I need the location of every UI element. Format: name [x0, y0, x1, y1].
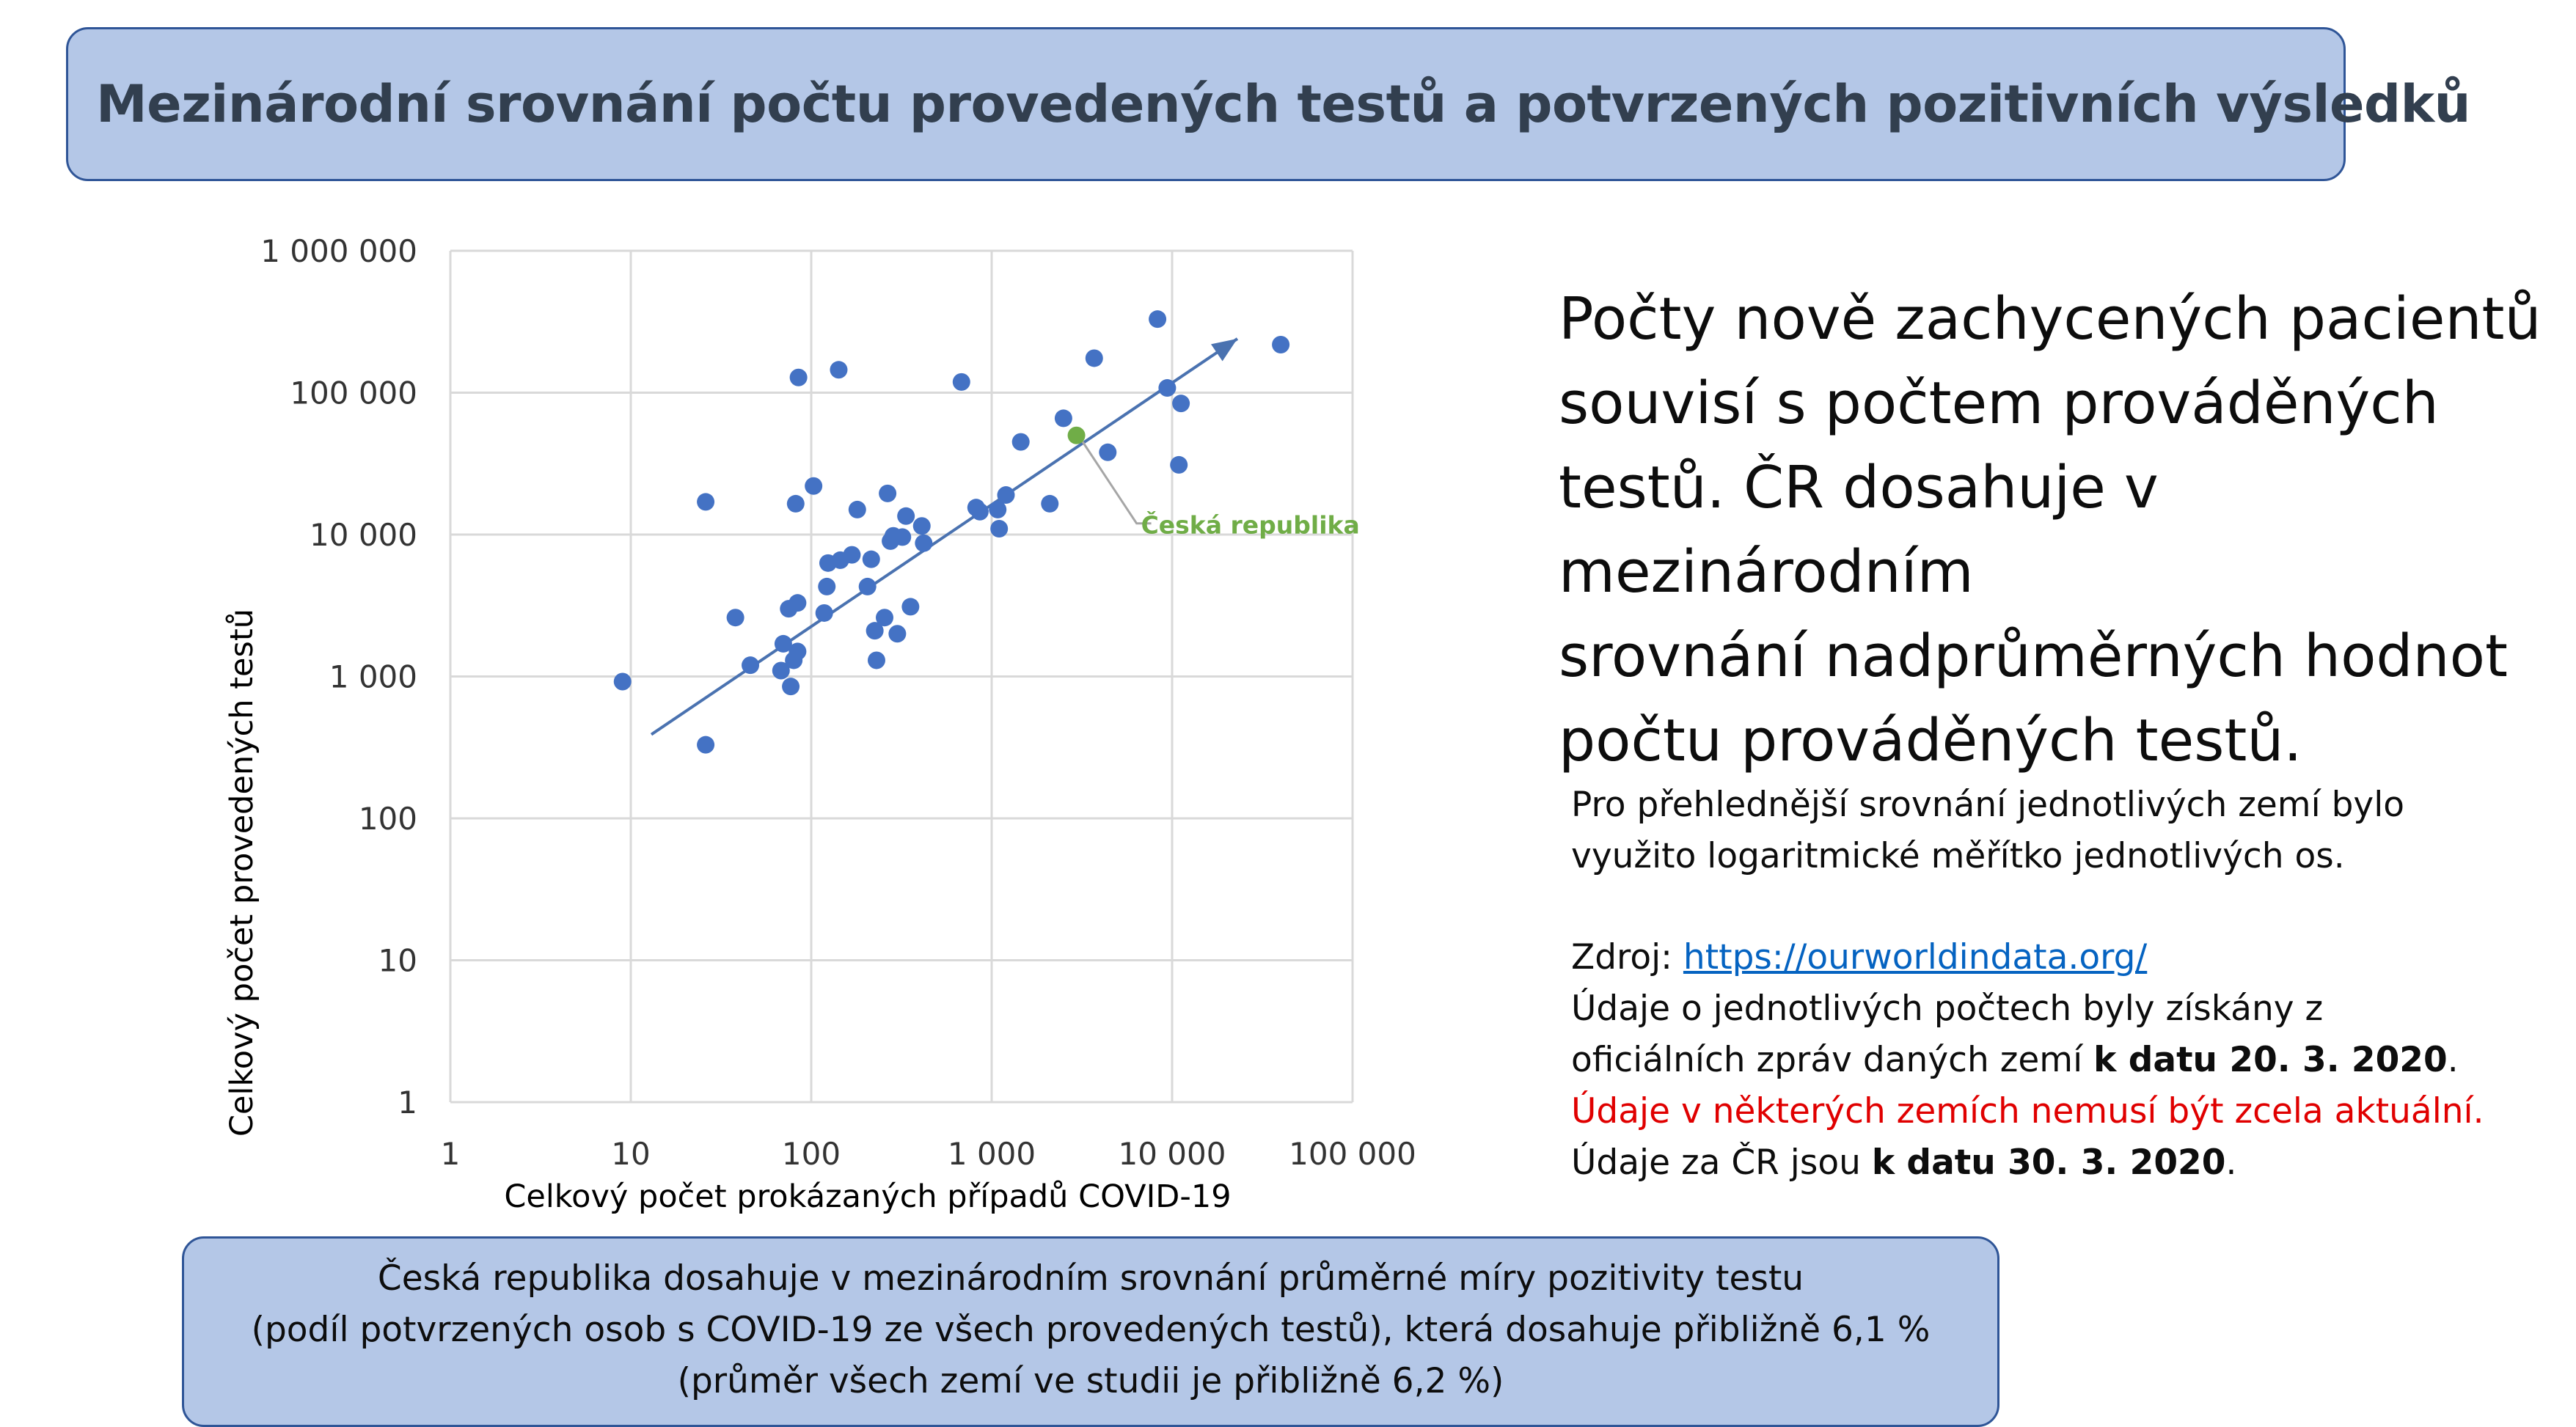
note-line: využito logaritmické měřítko jednotlivýc… [1571, 836, 2345, 876]
data-point [866, 622, 884, 640]
data-point [1054, 409, 1072, 428]
data-point [613, 672, 632, 691]
tick-labels: 1 10 100 1 000 10 000 100 000 1 000 000 1 10 100 1… [260, 233, 1416, 1172]
main-line: počtu prováděných testů. [1559, 707, 2302, 774]
x-tick-label: 100 [782, 1136, 841, 1172]
data-point [879, 484, 897, 502]
data-point [815, 604, 833, 622]
data-point [1011, 433, 1030, 451]
data-point [782, 678, 800, 696]
data-point [901, 598, 920, 616]
data-point [1085, 349, 1103, 367]
data-point [697, 735, 715, 754]
data-point [789, 368, 808, 386]
data-point [952, 373, 970, 391]
main-line: srovnání nadprůměrných hodnot [1559, 623, 2508, 690]
main-line: Počty nově zachycených pacientů [1559, 285, 2542, 353]
data-point [1158, 379, 1177, 397]
summary-line: (podíl potvrzených osob s COVID-19 ze vš… [251, 1310, 1931, 1350]
highlight-point [1067, 426, 1086, 444]
data-point [1272, 336, 1290, 354]
date-prefix: oficiálních zpráv daných zemí [1571, 1040, 2094, 1080]
scatter-chart: 1 10 100 1 000 10 000 100 000 1 000 000 1 10 100 1… [224, 233, 1416, 1215]
annotation-group: Česká republika [1067, 426, 1360, 540]
y-tick-label: 100 000 [290, 375, 417, 411]
x-axis-title: Celkový počet prokázaných případů COVID-… [504, 1178, 1231, 1215]
data-point [848, 500, 866, 518]
source-date-line: oficiálních zpráv daných zemí k datu 20.… [1571, 1035, 2569, 1086]
x-tick-label: 100 000 [1289, 1136, 1416, 1172]
data-point [805, 477, 823, 495]
log-scale-note: Pro přehlednější srovnání jednotlivých z… [1571, 779, 2569, 882]
cz-prefix: Údaje za ČR jsou [1571, 1142, 1872, 1183]
data-point [1172, 395, 1190, 413]
trendline-arrowhead [1210, 338, 1237, 362]
data-point [772, 661, 790, 680]
date-suffix: . [2447, 1040, 2459, 1080]
data-point [1170, 455, 1188, 474]
y-tick-label: 1 [398, 1085, 417, 1120]
data-point [858, 577, 877, 595]
main-line: souvisí s počtem prováděných [1559, 370, 2439, 437]
data-point [912, 517, 931, 535]
data-point [888, 625, 907, 643]
main-statement: Počty nově zachycených pacientů souvisí … [1559, 277, 2571, 783]
data-point [774, 634, 792, 653]
data-point [1099, 443, 1117, 461]
data-point [786, 494, 805, 513]
data-point [697, 493, 715, 511]
data-point [893, 528, 912, 546]
summary-banner: Česká republika dosahuje v mezinárodním … [182, 1236, 1999, 1427]
cz-date-line: Údaje za ČR jsou k datu 30. 3. 2020. [1571, 1137, 2569, 1189]
x-tick-label: 10 [611, 1136, 650, 1172]
data-point [1041, 494, 1059, 513]
y-tick-label: 100 [359, 801, 417, 837]
data-point [862, 550, 880, 568]
warning-text: Údaje v některých zemích nemusí být zcel… [1571, 1091, 2484, 1131]
summary-line: Česká republika dosahuje v mezinárodním … [377, 1258, 1804, 1299]
data-point [726, 609, 744, 627]
data-point [818, 577, 836, 595]
y-tick-label: 10 [378, 943, 417, 979]
y-axis-title: Celkový počet provedených testů [224, 609, 260, 1137]
data-point [915, 534, 933, 552]
note-line: Pro přehlednější srovnání jednotlivých z… [1571, 785, 2405, 825]
highlight-label: Česká republika [1141, 510, 1360, 540]
title-banner: Mezinárodní srovnání počtu provedených t… [66, 27, 2470, 181]
source-line: Zdroj: https://ourworldindata.org/ [1571, 932, 2569, 983]
data-point [830, 361, 848, 379]
data-point [788, 594, 807, 612]
data-point [997, 486, 1015, 505]
y-tick-label: 1 000 [329, 659, 417, 695]
page-title: Mezinárodní srovnání počtu provedených t… [96, 74, 2470, 134]
data-point [876, 609, 894, 627]
data-point [867, 651, 885, 670]
data-point [897, 507, 915, 525]
data-point [989, 500, 1007, 518]
cz-bold: k datu 30. 3. 2020 [1871, 1142, 2226, 1183]
summary-line: (průměr všech zemí ve studii je přibližn… [677, 1361, 1504, 1401]
main-line: testů. ČR dosahuje v mezinárodním [1559, 454, 2159, 606]
chart-grid [449, 249, 1354, 1104]
highlight-leader-line [1081, 440, 1152, 525]
data-point [990, 519, 1009, 538]
points-group [613, 310, 1290, 754]
y-tick-label: 10 000 [310, 517, 417, 553]
x-tick-label: 1 000 [948, 1136, 1036, 1172]
data-point [1149, 310, 1167, 329]
y-tick-label: 1 000 000 [260, 233, 417, 269]
x-tick-label: 10 000 [1119, 1136, 1226, 1172]
date-bold: k datu 20. 3. 2020 [2093, 1040, 2448, 1080]
data-point [970, 502, 989, 521]
data-point [788, 642, 807, 661]
x-tick-label: 1 [441, 1136, 461, 1172]
source-detail: Údaje o jednotlivých počtech byly získán… [1571, 988, 2324, 1029]
source-label: Zdroj: [1571, 937, 1683, 977]
data-point [843, 546, 861, 564]
data-point [742, 656, 760, 675]
source-link[interactable]: https://ourworldindata.org/ [1683, 937, 2148, 977]
cz-suffix: . [2225, 1142, 2237, 1183]
source-note: Zdroj: https://ourworldindata.org/ Údaje… [1571, 932, 2569, 1189]
